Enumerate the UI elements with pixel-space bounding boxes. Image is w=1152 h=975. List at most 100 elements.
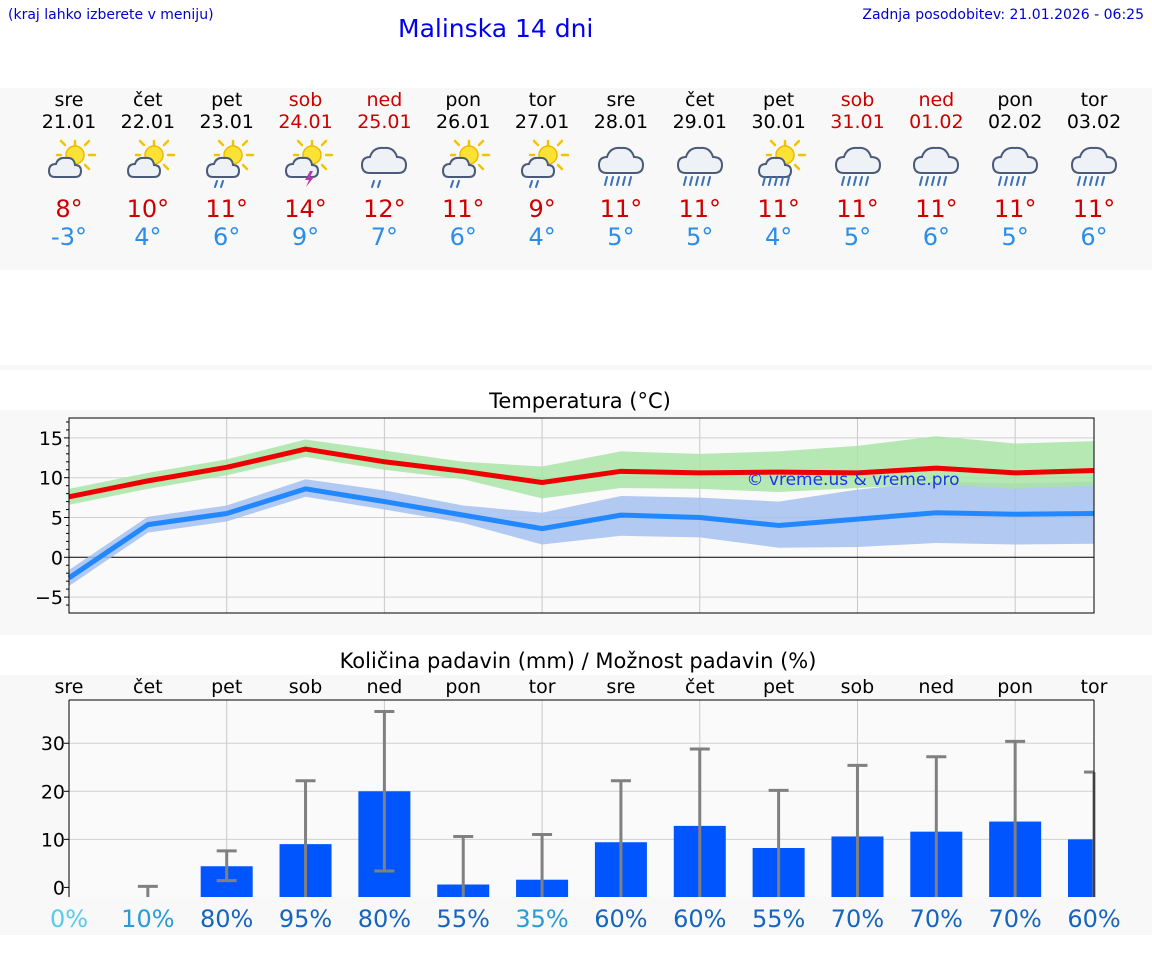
day-column: čet 22.01 10° 4° [108, 88, 188, 251]
min-temp: 4° [134, 223, 162, 251]
day-column: pet 23.01 11° 6° [187, 88, 267, 251]
min-temp: 6° [449, 223, 477, 251]
day-date: 21.01 [41, 111, 97, 133]
day-date: 27.01 [514, 111, 570, 133]
day-column: pon 26.01 11° 6° [423, 88, 503, 251]
y-tick-label: 20 [41, 781, 65, 803]
x-category-label: sob [841, 676, 875, 698]
day-name: sre [54, 89, 84, 111]
precip-bar [1068, 839, 1094, 897]
temperature-chart: Temperatura (°C) −5 0 5 10 15 © vreme.us & vre… [35, 389, 1095, 614]
day-name: tor [1080, 89, 1108, 111]
x-category-label: tor [529, 676, 556, 698]
x-category-label: čet [685, 676, 715, 698]
min-temp: 5° [607, 223, 635, 251]
precip-probability: 10% [121, 905, 174, 933]
cloud-heavy-rain-icon [992, 146, 1039, 186]
sun-cloud-heavy-rain-icon [757, 139, 806, 186]
day-column: ned 25.01 12° 7° [344, 88, 424, 251]
y-tick-label: −5 [35, 587, 63, 609]
precipitation-chart: Količina padavin (mm) / Možnost padavin … [41, 649, 1121, 933]
sun-cloud-rain-icon [205, 139, 254, 188]
precip-probability: 60% [673, 905, 726, 933]
day-date: 02.02 [987, 111, 1043, 133]
day-name: sob [840, 89, 875, 111]
day-column: pet 30.01 11° 4° [739, 88, 819, 251]
cloud-heavy-rain-icon [1071, 146, 1118, 186]
min-temp-band [69, 479, 1094, 586]
chart-title: Količina padavin (mm) / Možnost padavin … [340, 649, 817, 673]
max-temp: 14° [284, 195, 327, 223]
precip-probability: 55% [437, 905, 490, 933]
day-column: pon 02.02 11° 5° [975, 88, 1055, 251]
day-name: pon [997, 89, 1034, 111]
sun-cloud-icon [126, 139, 176, 178]
day-column: sob 24.01 14° 9° [266, 88, 346, 251]
day-date: 01.02 [909, 111, 964, 133]
x-category-label: pet [211, 676, 242, 698]
day-column: sre 28.01 11° 5° [581, 88, 661, 251]
day-name: ned [366, 89, 403, 111]
max-temp: 11° [915, 195, 958, 223]
max-temp: 9° [528, 195, 556, 223]
cloud-heavy-rain-icon [597, 146, 644, 186]
x-category-label: pon [445, 676, 481, 698]
x-category-label: sob [289, 676, 323, 698]
day-name: pet [211, 89, 243, 111]
min-temp: 6° [922, 223, 950, 251]
min-temp: 9° [291, 223, 320, 251]
day-column: ned 01.02 11° 6° [896, 88, 976, 251]
precip-probability: 60% [594, 905, 647, 933]
precip-probability: 70% [988, 905, 1041, 933]
cloud-heavy-rain-icon [676, 146, 723, 186]
max-temp: 11° [757, 195, 800, 223]
precip-probability: 70% [831, 905, 884, 933]
min-temp: 4° [528, 223, 556, 251]
day-date: 24.01 [278, 111, 333, 133]
sun-cloud-rain-icon [521, 139, 570, 188]
precip-probability: 80% [200, 905, 253, 933]
day-name: sre [606, 89, 636, 111]
max-temp: 11° [599, 195, 643, 223]
day-name: čet [685, 89, 715, 111]
x-category-label: sre [55, 676, 84, 698]
day-date: 30.01 [751, 111, 806, 133]
watermark: © vreme.us & vreme.pro [746, 470, 959, 490]
min-temp: -3° [51, 223, 87, 251]
max-temp: 11° [678, 195, 722, 223]
max-temp: 11° [205, 195, 248, 223]
cloud-heavy-rain-icon [913, 146, 960, 186]
day-date: 29.01 [672, 111, 727, 133]
day-date: 03.02 [1066, 111, 1122, 133]
plot-frame [68, 417, 1095, 614]
day-date: 23.01 [199, 111, 254, 133]
max-temp: 12° [363, 195, 406, 223]
precip-probability: 35% [515, 905, 568, 933]
day-column: sre 21.01 8° -3° [29, 88, 109, 251]
day-name: čet [133, 89, 163, 111]
y-tick-label: 0 [53, 877, 65, 899]
x-category-label: sre [606, 676, 635, 698]
max-temp: 11° [993, 195, 1037, 223]
daily-forecast-band [0, 88, 1152, 270]
min-temp: 6° [213, 223, 241, 251]
min-temp: 4° [765, 223, 793, 251]
cloud-heavy-rain-icon [834, 146, 881, 186]
max-temp: 11° [441, 195, 485, 223]
sun-cloud-thunder-icon [284, 139, 333, 187]
x-category-label: pon [997, 676, 1033, 698]
day-date: 22.01 [120, 111, 176, 133]
y-tick-label: 15 [39, 428, 63, 450]
day-column: čet 29.01 11° 5° [660, 88, 740, 251]
day-name: tor [528, 89, 556, 111]
divider [0, 365, 1152, 370]
day-date: 25.01 [357, 111, 412, 133]
x-category-label: ned [366, 676, 402, 698]
precip-probability: 0% [50, 905, 88, 933]
day-date: 26.01 [436, 111, 491, 133]
y-tick-label: 10 [39, 468, 63, 490]
min-temp: 7° [370, 223, 399, 251]
min-temp: 6° [1080, 223, 1108, 251]
day-date: 31.01 [830, 111, 885, 133]
max-temp-line [68, 446, 1095, 500]
